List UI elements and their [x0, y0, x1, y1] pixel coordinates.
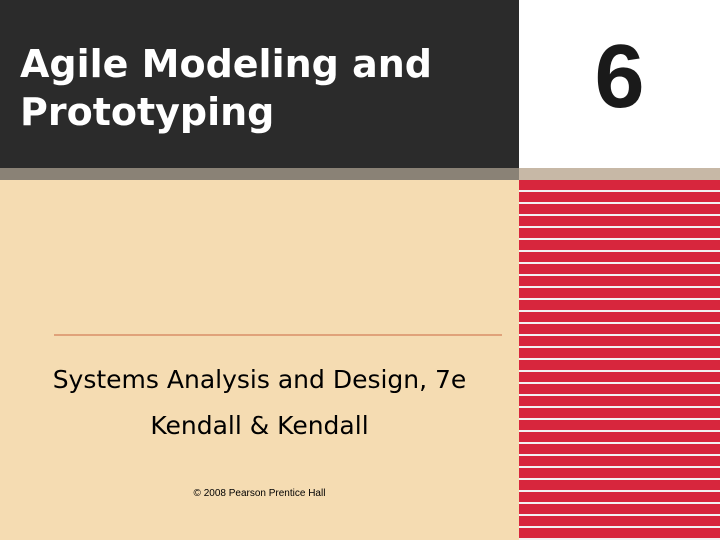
chapter-number-panel: 6 [519, 0, 720, 168]
right-column: 6 [519, 0, 720, 540]
title-divider-strip [0, 168, 519, 180]
book-subtitle: Systems Analysis and Design, 7e [52, 365, 467, 394]
chapter-number: 6 [594, 27, 645, 127]
slide-title: Agile Modeling and Prototyping [20, 42, 432, 134]
copyright-notice: © 2008 Pearson Prentice Hall [193, 488, 326, 499]
left-column: Agile Modeling and Prototyping Systems A… [0, 0, 519, 499]
red-stripes-decoration [519, 180, 720, 540]
authors: Kendall & Kendall [150, 411, 369, 440]
right-divider-strip [519, 168, 720, 180]
divider-line [54, 334, 502, 336]
title-band: Agile Modeling and Prototyping [0, 0, 519, 168]
